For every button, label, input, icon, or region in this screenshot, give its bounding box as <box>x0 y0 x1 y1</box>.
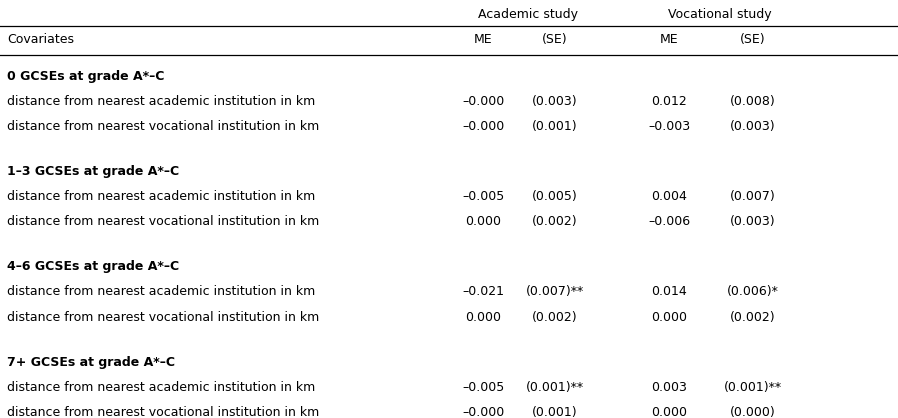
Text: (0.001)**: (0.001)** <box>526 381 584 394</box>
Text: distance from nearest academic institution in km: distance from nearest academic instituti… <box>7 285 315 298</box>
Text: –0.000: –0.000 <box>462 95 505 108</box>
Text: (0.003): (0.003) <box>533 95 577 108</box>
Text: 0 GCSEs at grade A*–C: 0 GCSEs at grade A*–C <box>7 70 164 83</box>
Text: (0.006)*: (0.006)* <box>726 285 779 298</box>
Text: –0.006: –0.006 <box>648 215 690 228</box>
Text: 0.004: 0.004 <box>651 190 687 203</box>
Text: Vocational study: Vocational study <box>668 8 771 21</box>
Text: ME: ME <box>660 33 678 46</box>
Text: (0.007)**: (0.007)** <box>526 285 584 298</box>
Text: 7+ GCSEs at grade A*–C: 7+ GCSEs at grade A*–C <box>7 356 175 369</box>
Text: (SE): (SE) <box>542 33 568 46</box>
Text: –0.005: –0.005 <box>462 190 505 203</box>
Text: (0.000): (0.000) <box>730 406 775 418</box>
Text: (0.002): (0.002) <box>533 311 577 324</box>
Text: distance from nearest vocational institution in km: distance from nearest vocational institu… <box>7 311 320 324</box>
Text: 0.014: 0.014 <box>651 285 687 298</box>
Text: (0.003): (0.003) <box>730 120 775 133</box>
Text: (SE): (SE) <box>740 33 765 46</box>
Text: Covariates: Covariates <box>7 33 75 46</box>
Text: distance from nearest academic institution in km: distance from nearest academic instituti… <box>7 95 315 108</box>
Text: distance from nearest vocational institution in km: distance from nearest vocational institu… <box>7 215 320 228</box>
Text: distance from nearest vocational institution in km: distance from nearest vocational institu… <box>7 406 320 418</box>
Text: (0.008): (0.008) <box>730 95 775 108</box>
Text: distance from nearest academic institution in km: distance from nearest academic instituti… <box>7 190 315 203</box>
Text: 1–3 GCSEs at grade A*–C: 1–3 GCSEs at grade A*–C <box>7 165 180 178</box>
Text: distance from nearest vocational institution in km: distance from nearest vocational institu… <box>7 120 320 133</box>
Text: (0.007): (0.007) <box>730 190 775 203</box>
Text: –0.005: –0.005 <box>462 381 505 394</box>
Text: 0.012: 0.012 <box>651 95 687 108</box>
Text: 0.003: 0.003 <box>651 381 687 394</box>
Text: 0.000: 0.000 <box>651 311 687 324</box>
Text: (0.002): (0.002) <box>730 311 775 324</box>
Text: (0.005): (0.005) <box>533 190 577 203</box>
Text: –0.000: –0.000 <box>462 120 505 133</box>
Text: distance from nearest academic institution in km: distance from nearest academic instituti… <box>7 381 315 394</box>
Text: –0.003: –0.003 <box>648 120 690 133</box>
Text: (0.002): (0.002) <box>533 215 577 228</box>
Text: –0.021: –0.021 <box>462 285 504 298</box>
Text: ME: ME <box>474 33 492 46</box>
Text: (0.001): (0.001) <box>533 120 577 133</box>
Text: (0.001)**: (0.001)** <box>724 381 781 394</box>
Text: –0.000: –0.000 <box>462 406 505 418</box>
Text: 4–6 GCSEs at grade A*–C: 4–6 GCSEs at grade A*–C <box>7 260 180 273</box>
Text: (0.003): (0.003) <box>730 215 775 228</box>
Text: (0.001): (0.001) <box>533 406 577 418</box>
Text: Academic study: Academic study <box>478 8 578 21</box>
Text: 0.000: 0.000 <box>465 215 501 228</box>
Text: 0.000: 0.000 <box>465 311 501 324</box>
Text: 0.000: 0.000 <box>651 406 687 418</box>
